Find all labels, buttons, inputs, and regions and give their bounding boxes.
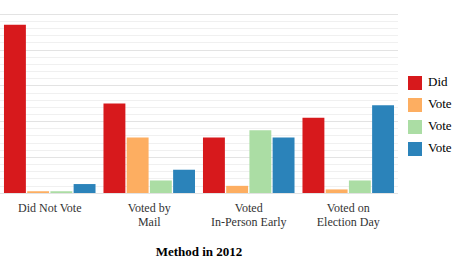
svg-text:Did Not Vote: Did Not Vote (18, 201, 82, 215)
svg-text:Vote: Vote (428, 140, 452, 155)
svg-text:In-Person Early: In-Person Early (211, 215, 287, 229)
svg-text:Voted: Voted (235, 201, 263, 215)
svg-text:Voted on: Voted on (327, 201, 370, 215)
svg-text:Vote: Vote (428, 96, 452, 111)
svg-text:Mail: Mail (138, 215, 161, 229)
svg-text:Did: Did (428, 74, 448, 89)
svg-text:Voted by: Voted by (128, 201, 171, 215)
svg-text:Vote: Vote (428, 118, 452, 133)
svg-text:Method in 2012: Method in 2012 (156, 244, 243, 259)
svg-text:Election Day: Election Day (317, 215, 380, 229)
